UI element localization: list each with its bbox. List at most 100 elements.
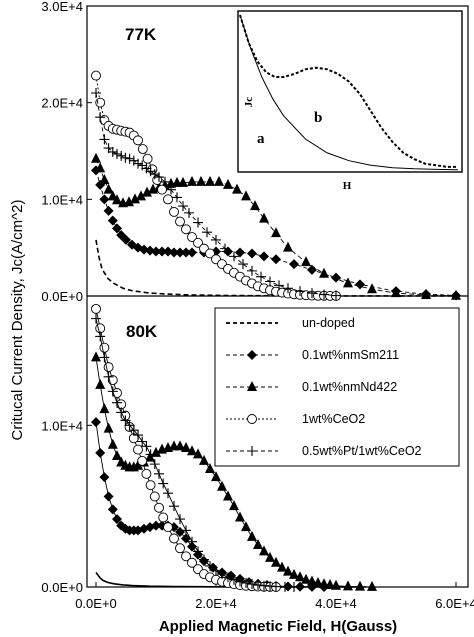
plus-marker — [256, 271, 266, 282]
legend-entry: 0.1wt%nmSm211 — [226, 348, 399, 362]
triangle-marker — [196, 175, 206, 186]
series-line — [95, 572, 367, 588]
triangle-marker — [271, 227, 281, 238]
inset-curve-b-label: b — [314, 110, 322, 126]
circle-marker — [187, 557, 197, 568]
plus-marker — [178, 201, 188, 212]
diamond-marker — [331, 272, 341, 283]
tick-labels: 0.0E+0 2.0E+4 4.0E+4 6.0E+4 0.0E+0 1.0E+4 2.0E… — [41, 0, 474, 611]
plus-marker — [120, 152, 131, 163]
circle-marker — [91, 303, 101, 314]
triangle-marker — [124, 196, 134, 207]
plus-marker — [247, 446, 257, 456]
plus-marker — [137, 436, 148, 447]
diamond-marker — [151, 520, 161, 531]
circle-marker — [145, 480, 156, 491]
inset-frame — [237, 10, 463, 173]
plus-marker — [205, 560, 215, 571]
diamond-marker — [187, 247, 197, 258]
plus-marker — [289, 582, 299, 592]
plus-marker — [181, 525, 191, 536]
series-0-1wt-nmnd422 — [91, 351, 377, 591]
triangle-marker — [142, 186, 152, 197]
x-tick-label: 6.0E+4 — [435, 596, 474, 611]
series-line — [95, 239, 457, 297]
plus-marker — [220, 243, 230, 254]
triangle-marker — [325, 579, 335, 590]
triangle-marker — [319, 578, 329, 589]
circle-marker — [99, 342, 110, 353]
diamond-marker — [169, 247, 179, 258]
plus-marker — [133, 158, 143, 169]
plus-marker — [184, 207, 194, 218]
triangle-marker — [187, 175, 197, 186]
triangle-marker — [223, 490, 233, 501]
triangle-marker — [199, 454, 209, 465]
plus-marker — [133, 430, 143, 441]
circle-marker — [181, 224, 191, 235]
plus-marker — [95, 331, 106, 342]
legend-entry: 0.1wt%nmNd422 — [226, 380, 397, 394]
legend-label: 0.1wt%nmNd422 — [302, 380, 397, 394]
series-0-5wt-pt-1wt-ceo2 — [91, 313, 299, 592]
circle-marker — [247, 414, 257, 424]
plus-marker — [166, 184, 176, 195]
diamond-marker — [99, 194, 110, 205]
triangle-marker — [241, 521, 251, 532]
plus-marker — [247, 265, 257, 276]
plus-marker — [238, 259, 248, 270]
plus-marker — [124, 420, 135, 431]
plus-marker — [235, 576, 245, 587]
diamond-marker — [289, 259, 299, 270]
triangle-marker — [331, 579, 341, 590]
series-un-doped — [95, 239, 457, 297]
x-tick-label: 2.0E+4 — [195, 596, 237, 611]
plus-marker — [280, 581, 290, 592]
triangle-marker — [112, 194, 122, 205]
diamond-marker — [103, 205, 114, 216]
series-un-doped — [95, 572, 367, 588]
triangle-marker — [107, 438, 118, 449]
panel-temperature-label: 77K — [125, 25, 157, 44]
inset-curve-a-label: a — [257, 131, 265, 147]
triangle-marker — [95, 378, 106, 389]
legend-label: 0.1wt%nmSm211 — [302, 348, 399, 362]
triangle-marker — [253, 538, 263, 549]
triangle-marker — [343, 580, 353, 591]
inset-curve-b — [239, 14, 458, 168]
plus-marker — [91, 313, 101, 324]
triangle-marker — [343, 277, 353, 288]
plus-marker — [128, 425, 139, 436]
y-tick-label: 1.0E+4 — [41, 192, 83, 207]
diamond-marker — [271, 254, 281, 265]
triangle-marker — [232, 183, 242, 194]
legend-label: 1wt%CeO2 — [302, 412, 365, 426]
circle-marker — [149, 491, 160, 502]
y-axis-label: Critucal Current Density, Jc(A/cm^2) — [9, 200, 26, 441]
triangle-marker — [355, 580, 365, 591]
circle-marker — [158, 512, 169, 523]
triangle-marker — [301, 573, 311, 584]
triangle-marker — [391, 287, 401, 298]
diamond-marker — [107, 504, 118, 515]
series-layer — [91, 70, 461, 592]
y-tick-label: 3.0E+4 — [41, 0, 83, 14]
triangle-marker — [205, 462, 215, 473]
circle-marker — [154, 502, 164, 513]
plus-marker — [120, 415, 131, 426]
triangle-marker — [319, 267, 329, 278]
plus-marker — [160, 176, 170, 187]
triangle-marker — [277, 561, 287, 572]
series-0-5wt-pt-1wt-ceo2 — [91, 88, 341, 301]
plus-marker — [229, 574, 239, 585]
triangle-marker — [103, 422, 114, 433]
inset-y-label: Jc — [243, 97, 255, 108]
triangle-marker — [223, 178, 233, 189]
x-tick-label: 0.0E+0 — [75, 596, 117, 611]
series-0-1wt-nmnd422 — [91, 152, 461, 300]
circle-marker — [169, 206, 179, 217]
plus-marker — [187, 536, 197, 547]
diamond-marker — [151, 246, 161, 257]
plus-marker — [99, 134, 110, 145]
circle-marker — [133, 444, 143, 455]
